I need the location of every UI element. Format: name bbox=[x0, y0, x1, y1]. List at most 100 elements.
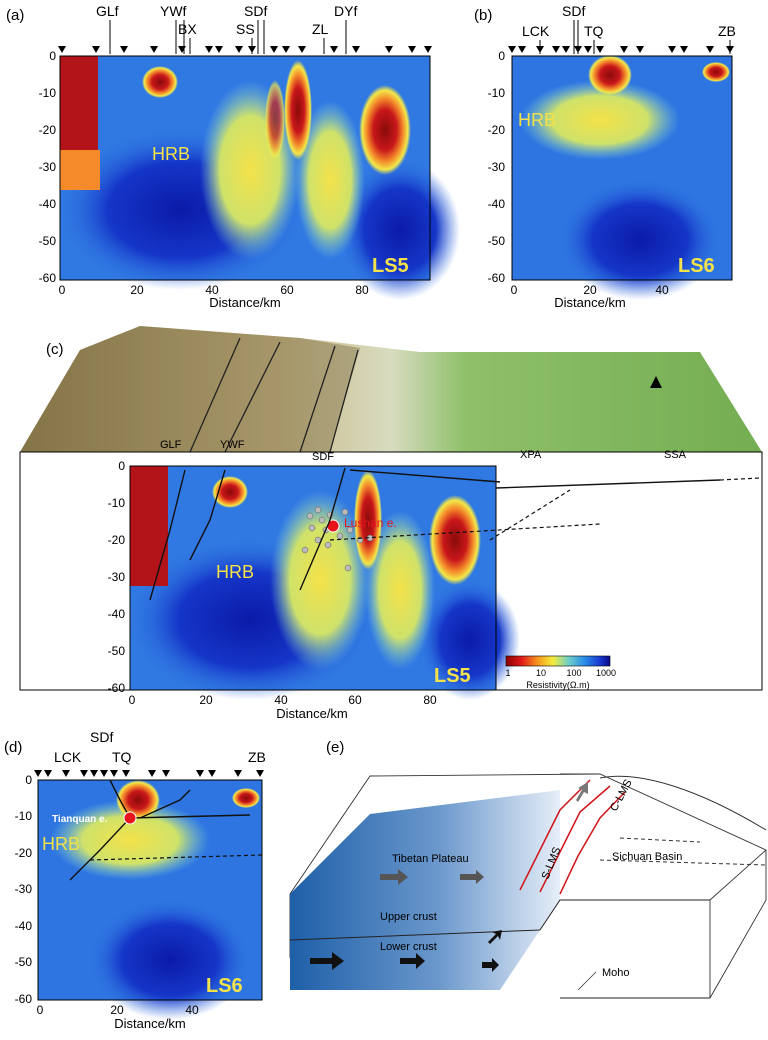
fault-label: ZB bbox=[248, 749, 266, 765]
lms-fault-traces bbox=[519, 779, 626, 895]
panel-a-y-ticks: 0 -10 -20 -30 -40 -50 -60 bbox=[39, 49, 57, 285]
surface-label: SDF bbox=[312, 451, 334, 463]
panel-d-stations bbox=[34, 770, 264, 777]
panel-d-dashed-line bbox=[89, 854, 263, 861]
y-tick: -20 bbox=[15, 846, 33, 860]
y-tick: -40 bbox=[39, 197, 57, 211]
colorbar-tick: 100 bbox=[566, 668, 581, 678]
panel-a-fault-ticks bbox=[109, 20, 347, 54]
y-tick: -20 bbox=[39, 123, 57, 137]
surface-label: YWF bbox=[220, 439, 245, 451]
y-tick: -10 bbox=[15, 809, 33, 823]
fault-label: LCK bbox=[522, 23, 550, 39]
panel-b-label: (b) bbox=[474, 7, 492, 24]
panel-c-profile-label: LS5 bbox=[434, 665, 471, 687]
x-tick: 20 bbox=[583, 283, 597, 297]
tianquan-event-label: Tianquan e. bbox=[52, 814, 108, 825]
sichuan-basin-label: Sichuan Basin bbox=[612, 851, 682, 863]
x-tick: 20 bbox=[110, 1003, 124, 1017]
x-tick: 40 bbox=[655, 283, 669, 297]
y-tick: -40 bbox=[488, 197, 506, 211]
panel-c-surface-labels: GLF YWF SDF XPA SSA bbox=[160, 439, 687, 463]
panel-b-stations bbox=[508, 46, 734, 53]
y-tick: -50 bbox=[108, 644, 126, 658]
panel-b: (b) LCK SDf TQ ZB HRB LS6 0 -1 bbox=[474, 3, 736, 310]
x-tick: 80 bbox=[423, 693, 437, 707]
y-tick: -60 bbox=[15, 992, 33, 1006]
panel-b-y-ticks: 0 -10 -20 -30 -40 -50 -60 bbox=[488, 49, 506, 285]
x-tick: 80 bbox=[355, 283, 369, 297]
resistivity-colorbar bbox=[505, 655, 611, 667]
panel-e-label: (e) bbox=[326, 739, 344, 756]
panel-a-stations bbox=[58, 46, 432, 53]
y-tick: -30 bbox=[15, 882, 33, 896]
y-tick: 0 bbox=[118, 459, 125, 473]
y-tick: -10 bbox=[39, 86, 57, 100]
panel-d-x-ticks: 0 20 40 bbox=[37, 1003, 199, 1017]
north-arrow-icon bbox=[650, 376, 662, 388]
moho-label: Moho bbox=[602, 967, 630, 979]
y-tick: -30 bbox=[39, 160, 57, 174]
panel-b-x-ticks: 0 20 40 bbox=[511, 283, 669, 297]
colorbar-title: Resistivity(Ω.m) bbox=[526, 680, 589, 690]
y-tick: -20 bbox=[108, 533, 126, 547]
fault-label: YWf bbox=[160, 3, 187, 19]
x-tick: 0 bbox=[37, 1003, 44, 1017]
panel-a-label: (a) bbox=[6, 7, 24, 24]
panel-c-y-ticks: 0 -10 -20 -30 -40 -50 -60 bbox=[108, 459, 126, 695]
lower-crust-label: Lower crust bbox=[380, 941, 437, 953]
y-tick: -40 bbox=[108, 607, 126, 621]
fault-label: TQ bbox=[112, 749, 132, 765]
x-tick: 40 bbox=[185, 1003, 199, 1017]
fault-label: ZB bbox=[718, 23, 736, 39]
panel-b-xlabel: Distance/km bbox=[554, 295, 626, 310]
panel-b-hrb-label: HRB bbox=[518, 110, 556, 130]
lushan-event-label: Lushan e. bbox=[344, 516, 397, 530]
panel-d: (d) LCK SDf TQ ZB Tianquan e. HRB bbox=[4, 729, 266, 1031]
panel-c-fault-lines bbox=[149, 467, 721, 601]
panel-a-xlabel: Distance/km bbox=[209, 295, 281, 310]
surface-label: SSA bbox=[664, 449, 687, 461]
y-tick: -10 bbox=[488, 86, 506, 100]
y-tick: -10 bbox=[108, 496, 126, 510]
panel-d-fault-labels: LCK SDf TQ ZB bbox=[54, 729, 266, 765]
panel-b-profile-label: LS6 bbox=[678, 255, 715, 277]
c-lms-label: C-LMS bbox=[608, 778, 635, 814]
x-tick: 40 bbox=[205, 283, 219, 297]
panel-a-fault-labels: GLf YWf BX SS SDf ZL DYf bbox=[96, 3, 357, 37]
y-tick: 0 bbox=[25, 773, 32, 787]
y-tick: -30 bbox=[108, 570, 126, 584]
tianquan-event-marker bbox=[123, 811, 137, 825]
fault-label: TQ bbox=[584, 23, 604, 39]
flow-arrows bbox=[310, 782, 588, 972]
panel-d-label: (d) bbox=[4, 739, 22, 756]
y-tick: 0 bbox=[49, 49, 56, 63]
panel-c-hrb-label: HRB bbox=[216, 562, 254, 582]
panel-c-x-ticks: 0 20 40 60 80 bbox=[129, 693, 437, 707]
x-tick: 0 bbox=[511, 283, 518, 297]
panel-d-xlabel: Distance/km bbox=[114, 1016, 186, 1031]
fault-label: SDf bbox=[562, 3, 585, 19]
x-tick: 0 bbox=[129, 693, 136, 707]
colorbar-tick: 1000 bbox=[596, 668, 616, 678]
x-tick: 60 bbox=[348, 693, 362, 707]
y-tick: -50 bbox=[488, 234, 506, 248]
fault-label: GLf bbox=[96, 3, 119, 19]
panel-e: (e) Ti bbox=[289, 739, 767, 999]
y-tick: -60 bbox=[108, 681, 126, 695]
x-tick: 0 bbox=[59, 283, 66, 297]
panel-d-profile-label: LS6 bbox=[206, 975, 243, 997]
panel-b-fault-ticks bbox=[539, 20, 731, 54]
x-tick: 20 bbox=[130, 283, 144, 297]
y-tick: -60 bbox=[488, 271, 506, 285]
fault-label: LCK bbox=[54, 749, 82, 765]
y-tick: -30 bbox=[488, 160, 506, 174]
panel-c-xlabel: Distance/km bbox=[276, 706, 348, 721]
panel-a: (a) GLf YWf BX SS SDf ZL bbox=[6, 3, 460, 310]
y-tick: -60 bbox=[39, 271, 57, 285]
fault-label: SS bbox=[236, 21, 255, 37]
y-tick: -50 bbox=[15, 955, 33, 969]
fault-label: DYf bbox=[334, 3, 357, 19]
y-tick: 0 bbox=[498, 49, 505, 63]
